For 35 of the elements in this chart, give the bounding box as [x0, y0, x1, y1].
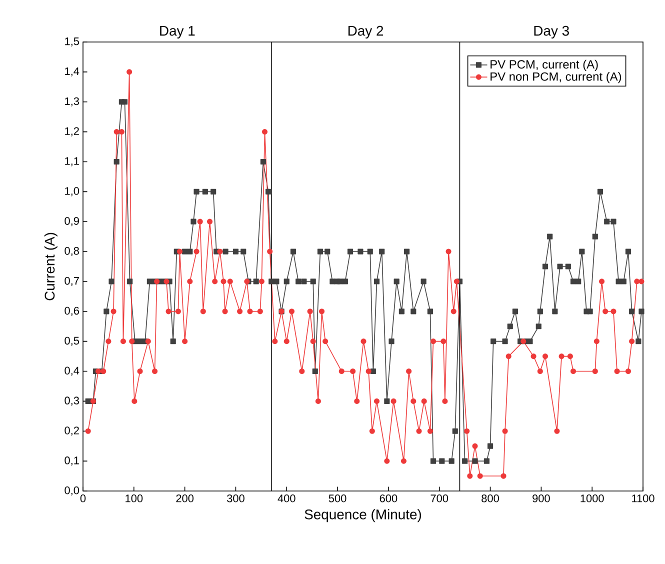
x-tick-label: 0: [80, 494, 86, 502]
y-tick-label: 1,2: [65, 127, 79, 136]
x-tick-label: 1000: [580, 494, 604, 502]
text: Day 1: [160, 26, 195, 38]
y-tick-label: 0,8: [64, 247, 79, 256]
x-tick-label: 1100: [632, 494, 654, 502]
x-tick-label: 900: [532, 494, 550, 502]
y-tick-label: 0,1: [64, 456, 79, 466]
y-tick-label: 1,0: [65, 187, 80, 196]
x-tick-label: 200: [176, 494, 194, 502]
y-tick-label: 1,4: [65, 67, 80, 76]
x-axis-title: Sequence (Minute): [304, 509, 422, 522]
x-tick-label: 500: [328, 494, 346, 502]
y-tick-label: 0,7: [64, 276, 79, 286]
x-tick-label: 700: [430, 494, 448, 502]
y-tick-label: 1,1: [65, 157, 79, 166]
text: Day 2: [348, 26, 384, 38]
x-tick-label: 300: [227, 494, 244, 502]
y-axis-title: Current (A): [44, 232, 58, 300]
y-tick-label: 0,4: [64, 366, 80, 376]
y-tick-label: 1,5: [65, 38, 80, 46]
x-tick-label: 100: [126, 494, 143, 502]
text: Day 3: [534, 26, 569, 38]
y-tick-label: 0,3: [64, 396, 79, 406]
x-tick-label: 400: [278, 494, 296, 502]
x-tick-label: 600: [380, 494, 398, 502]
y-tick-label: 0,9: [64, 217, 79, 226]
x-tick-label: 800: [482, 494, 499, 502]
y-tick-label: 0,2: [64, 426, 79, 436]
y-tick-label: 1,3: [65, 97, 79, 106]
y-tick-label: 0,5: [64, 336, 80, 346]
y-tick-label: 0,6: [64, 306, 79, 316]
y-tick-label: 0,0: [64, 486, 80, 496]
legend-label: PV non PCM, current (A): [490, 72, 622, 84]
legend-label: PV PCM, current (A): [490, 60, 598, 71]
